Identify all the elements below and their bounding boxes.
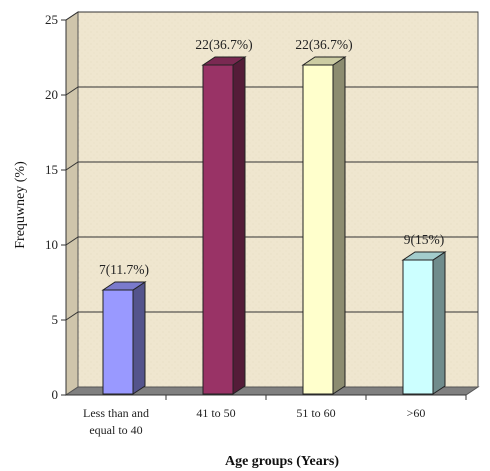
data-label: 9(15%)	[404, 232, 445, 247]
bar-side	[232, 56, 246, 395]
bar-front	[302, 64, 334, 395]
x-category-label: 51 to 60	[296, 406, 335, 420]
gridline	[65, 11, 478, 21]
y-tick-label: 15	[45, 162, 58, 177]
x-axis-title: Age groups (Years)	[225, 454, 339, 469]
data-label: 7(11.7%)	[99, 262, 149, 277]
plot-side-wall	[65, 11, 79, 396]
bar-front	[102, 289, 134, 395]
bar	[101, 281, 147, 395]
bar-side	[432, 251, 446, 395]
bars	[101, 56, 447, 395]
y-tick-label: 20	[45, 87, 58, 102]
bar-front	[202, 64, 234, 395]
bar-side	[132, 281, 146, 395]
y-tick-label: 0	[52, 387, 59, 402]
y-tick-label: 5	[52, 312, 59, 327]
bar-top	[201, 56, 247, 66]
bar-front	[402, 259, 434, 395]
data-labels: 7(11.7%) 22(36.7%) 22(36.7%) 9(15%)	[99, 37, 444, 277]
axes: 0 5 10 15 20 25 Less than and equal to 40 41 to …	[45, 12, 467, 437]
bar-side	[332, 56, 346, 395]
x-category-label: Less than and equal to 40	[83, 406, 149, 437]
x-category-label: 41 to 50	[196, 406, 235, 420]
bar	[301, 56, 347, 395]
bar-top	[301, 56, 347, 66]
data-label: 22(36.7%)	[295, 37, 352, 52]
bar-top	[101, 281, 147, 291]
y-tick-label: 25	[45, 12, 58, 27]
data-label: 22(36.7%)	[195, 37, 252, 52]
bar	[201, 56, 247, 395]
x-category-label: >60	[407, 406, 426, 420]
bar-top	[401, 251, 447, 261]
bar	[401, 251, 447, 395]
y-axis-title: Frequwney (%)	[13, 161, 28, 249]
y-tick-label: 10	[45, 237, 58, 252]
